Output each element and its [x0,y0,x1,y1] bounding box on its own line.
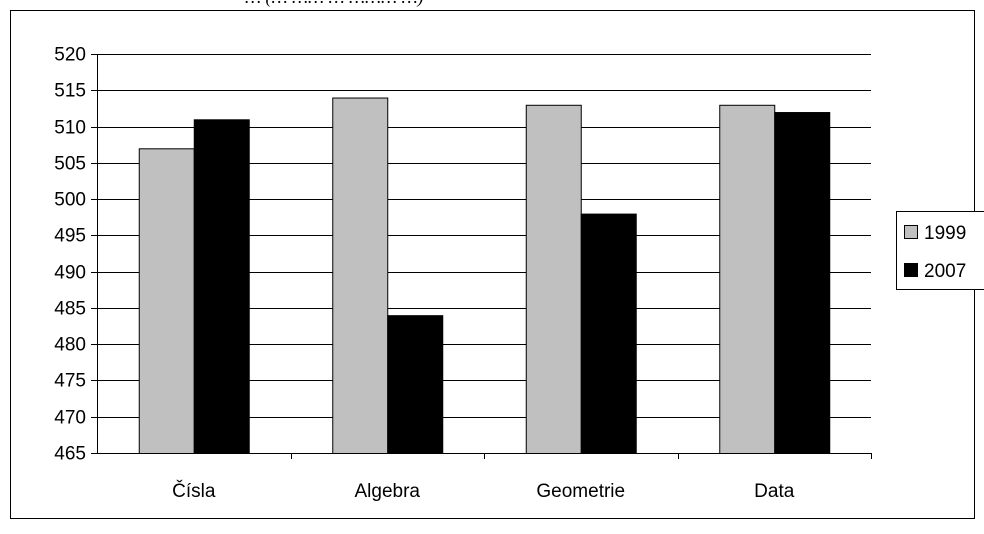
y-tick-label: 500 [54,190,86,211]
bar-1999-geometrie [526,105,581,453]
y-tick-label: 470 [54,408,86,429]
bar-1999-algebra [333,98,388,453]
y-tick-label: 465 [54,444,86,465]
y-tick-label: 490 [54,263,86,284]
y-tick-label: 485 [54,299,86,320]
x-tick-label: Geometrie [536,481,625,502]
legend-label-1999: 1999 [924,223,966,244]
y-tick-label: 480 [54,335,86,356]
legend-label-2007: 2007 [924,261,966,282]
y-tick-label: 505 [54,154,86,175]
y-tick-label: 520 [54,45,86,66]
legend-swatch-2007 [905,264,918,277]
bar-2007-geometrie [581,214,636,453]
legend-swatch-1999 [905,226,918,239]
y-tick-label: 475 [54,371,86,392]
x-tick-label: Algebra [355,481,421,502]
y-tick-label: 515 [54,81,86,102]
y-tick-label: 510 [54,118,86,139]
bar-2007-data [775,113,830,454]
header-fragment-text: … (… …… … ……… …) [245,0,424,8]
bar-2007-algebra [388,316,443,454]
legend: 1999 2007 [897,212,984,290]
y-tick-label: 495 [54,226,86,247]
bar-2007-čísla [194,120,249,454]
x-tick-label: Čísla [172,480,216,502]
bar-1999-čísla [139,149,194,454]
x-tick-label: Data [754,481,795,502]
bar-1999-data [720,105,775,453]
